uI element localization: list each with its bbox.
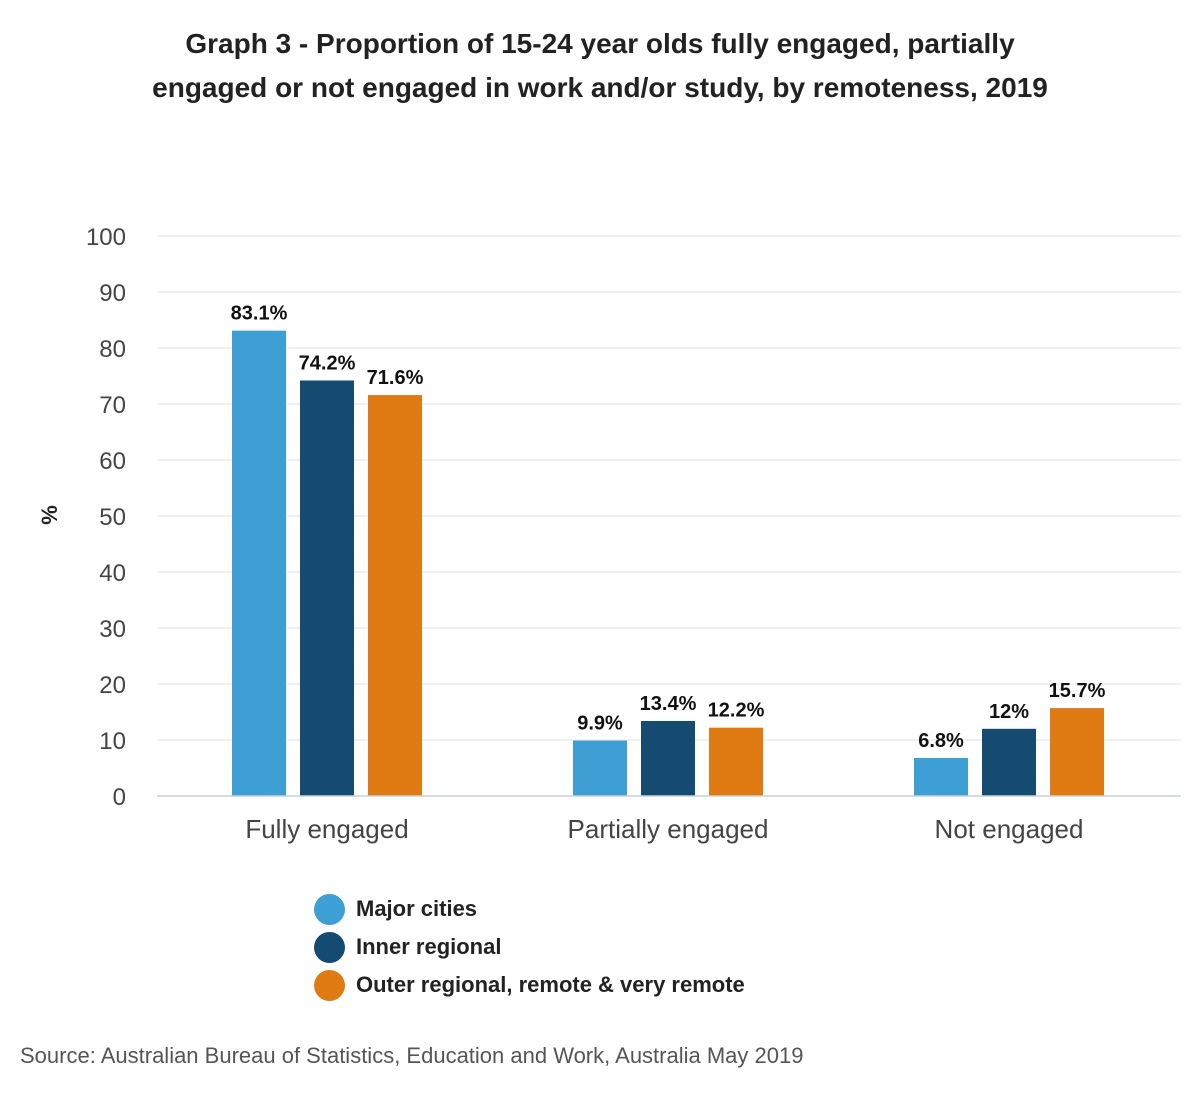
bar[interactable] [914, 757, 968, 796]
data-labels: 83.1% 9.9% 6.8% 74.2% 13.4% 12% 71.6% 12.2% 15.7… [231, 303, 1106, 752]
x-axis-categories: Fully engaged Partially engaged Not engage… [245, 814, 1083, 844]
legend-swatch [314, 969, 345, 1001]
legend-label: Inner regional [356, 934, 502, 959]
x-category-label: Partially engaged [568, 814, 769, 844]
y-tick-label: 80 [99, 336, 126, 363]
y-tick-label: 40 [99, 560, 126, 587]
x-category-label: Not engaged [935, 814, 1084, 844]
y-tick-label: 0 [113, 784, 126, 811]
data-label: 13.4% [640, 693, 697, 715]
bar[interactable] [232, 330, 286, 796]
source-note: Source: Australian Bureau of Statistics,… [20, 1043, 804, 1068]
y-axis-label: % [37, 505, 62, 525]
bar[interactable] [573, 740, 627, 796]
data-label: 12.2% [708, 700, 765, 722]
bars [232, 330, 1104, 796]
bar-chart: 0 10 20 30 40 50 60 70 80 90 100 % 83.1% 9.9% 6.8% 74… [37, 224, 1181, 844]
bar[interactable] [709, 727, 763, 796]
data-label: 71.6% [367, 367, 424, 389]
bar[interactable] [300, 380, 354, 796]
bar[interactable] [1050, 708, 1104, 796]
bar[interactable] [982, 728, 1036, 796]
legend-item-inner-regional[interactable]: Inner regional [314, 928, 745, 966]
legend-label: Major cities [356, 896, 478, 921]
data-label: 12% [989, 701, 1029, 723]
legend: Major cities Inner regional Outer region… [314, 890, 745, 1004]
bar[interactable] [641, 720, 695, 796]
legend-swatch [314, 931, 345, 963]
x-category-label: Fully engaged [245, 814, 408, 844]
legend-label: Outer regional, remote & very remote [356, 972, 745, 997]
y-tick-label: 10 [99, 728, 126, 755]
data-label: 6.8% [918, 730, 964, 752]
y-tick-label: 30 [99, 616, 126, 643]
y-tick-label: 60 [99, 448, 126, 475]
y-axis-ticks: 0 10 20 30 40 50 60 70 80 90 100 [86, 224, 126, 811]
chart-title: Graph 3 - Proportion of 15-24 year olds … [152, 28, 1048, 103]
legend-item-outer-regional[interactable]: Outer regional, remote & very remote [314, 966, 745, 1004]
legend-swatch [314, 893, 345, 925]
y-tick-label: 90 [99, 280, 126, 307]
legend-item-major-cities[interactable]: Major cities [314, 890, 745, 928]
y-tick-label: 20 [99, 672, 126, 699]
y-tick-label: 100 [86, 224, 126, 251]
data-label: 74.2% [299, 352, 356, 374]
data-label: 9.9% [577, 713, 623, 735]
y-tick-label: 70 [99, 392, 126, 419]
bar[interactable] [368, 395, 422, 796]
data-label: 15.7% [1049, 680, 1106, 702]
y-tick-label: 50 [99, 504, 126, 531]
data-label: 83.1% [231, 303, 288, 325]
